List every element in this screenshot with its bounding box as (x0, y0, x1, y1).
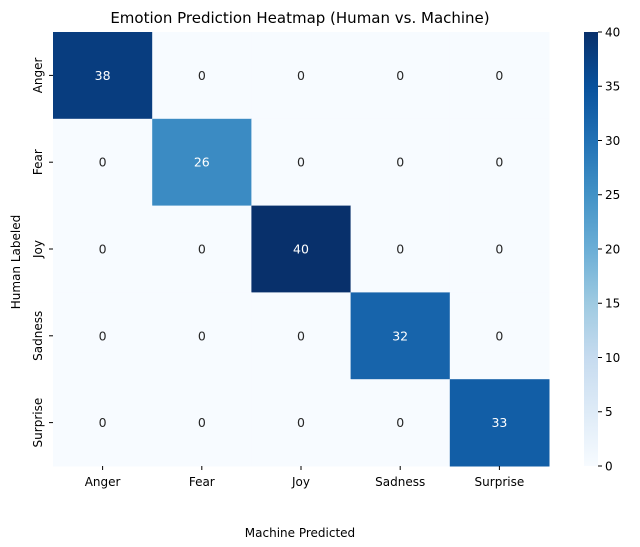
y-axis-ticks: Anger Fear Joy Sadness Surprise (31, 57, 53, 447)
x-axis-label: Machine Predicted (245, 526, 355, 540)
heatmap-cell-fear-joy (251, 118, 352, 207)
heatmap-cells (53, 32, 550, 467)
cell-value-label: 0 (198, 242, 206, 257)
cell-value-label: 0 (99, 155, 107, 170)
heatmap-cell-sadness-joy (251, 292, 352, 380)
heatmap-cell-surprise-joy (251, 379, 352, 467)
cell-value-label: 0 (396, 155, 404, 170)
cell-value-label: 0 (198, 68, 206, 83)
colorbar (584, 32, 598, 466)
x-tick-label: Joy (291, 475, 310, 489)
cell-value-label: 38 (95, 68, 111, 83)
cell-value-label: 0 (495, 155, 503, 170)
colorbar-tick-label: 30 (605, 134, 620, 148)
y-tick-label: Anger (31, 57, 45, 93)
colorbar-tick-label: 0 (605, 459, 613, 473)
heatmap-cell-fear-anger (53, 118, 153, 207)
heatmap-cell-anger-anger (53, 32, 153, 120)
cell-value-label: 0 (495, 68, 503, 83)
cell-value-label: 0 (396, 415, 404, 430)
y-tick-label: Joy (31, 240, 45, 259)
colorbar-tick-label: 5 (605, 405, 613, 419)
heatmap-cell-fear-sadness (350, 118, 451, 207)
cell-value-label: 0 (297, 68, 305, 83)
heatmap-cell-anger-sadness (350, 32, 451, 120)
heatmap-cell-anger-fear (152, 32, 252, 120)
y-axis-label: Human Labeled (9, 215, 23, 309)
heatmap-cell-surprise-anger (53, 379, 153, 467)
colorbar-tick-label: 20 (605, 242, 620, 256)
heatmap-cell-sadness-fear (152, 292, 252, 380)
chart-title: Emotion Prediction Heatmap (Human vs. Ma… (110, 9, 489, 27)
colorbar-tick-label: 35 (605, 80, 620, 94)
cell-value-label: 0 (297, 155, 305, 170)
x-tick-label: Sadness (375, 475, 425, 489)
cell-value-label: 0 (99, 415, 107, 430)
x-tick-label: Anger (85, 475, 121, 489)
cell-value-label: 0 (495, 328, 503, 343)
cell-value-label: 0 (396, 68, 404, 83)
heatmap-cell-fear-fear (152, 118, 252, 207)
cell-value-label: 0 (297, 328, 305, 343)
y-tick-label: Surprise (31, 398, 45, 448)
y-tick-label: Sadness (31, 311, 45, 361)
heatmap-cell-joy-surprise (449, 205, 550, 293)
cell-value-label: 0 (198, 415, 206, 430)
heatmap-cell-joy-joy (251, 205, 352, 293)
colorbar-tick-label: 10 (605, 351, 620, 365)
cell-value-label: 0 (396, 242, 404, 257)
heatmap-cell-joy-sadness (350, 205, 451, 293)
heatmap-cell-surprise-fear (152, 379, 252, 467)
heatmap-cell-labels: 38 0 0 0 0 0 26 0 0 0 0 0 40 0 0 0 0 0 32 0 0 0 0 0 33 (95, 68, 508, 430)
x-axis-ticks: Anger Fear Joy Sadness Surprise (85, 466, 525, 489)
heatmap-cell-sadness-sadness (350, 292, 451, 380)
cell-value-label: 33 (491, 415, 507, 430)
colorbar-tick-label: 25 (605, 188, 620, 202)
heatmap-cell-surprise-surprise (449, 379, 550, 467)
cell-value-label: 0 (495, 242, 503, 257)
cell-value-label: 0 (297, 415, 305, 430)
heatmap-cell-fear-surprise (449, 118, 550, 207)
x-tick-label: Fear (189, 475, 215, 489)
colorbar-tick-label: 40 (605, 25, 620, 39)
cell-value-label: 0 (99, 242, 107, 257)
heatmap-cell-anger-joy (251, 32, 352, 120)
cell-value-label: 0 (99, 328, 107, 343)
heatmap-cell-sadness-anger (53, 292, 153, 380)
y-tick-label: Fear (31, 149, 45, 175)
cell-value-label: 0 (198, 328, 206, 343)
cell-value-label: 32 (392, 328, 408, 343)
heatmap-cell-surprise-sadness (350, 379, 451, 467)
cell-value-label: 40 (293, 242, 309, 257)
heatmap-cell-sadness-surprise (449, 292, 550, 380)
heatmap-cell-anger-surprise (449, 32, 550, 120)
heatmap-cell-joy-anger (53, 205, 153, 293)
colorbar-ticks: 0 5 10 15 20 25 30 35 40 (598, 25, 620, 473)
colorbar-tick-label: 15 (605, 297, 620, 311)
x-tick-label: Surprise (475, 475, 525, 489)
cell-value-label: 26 (194, 155, 210, 170)
heatmap-cell-joy-fear (152, 205, 252, 293)
